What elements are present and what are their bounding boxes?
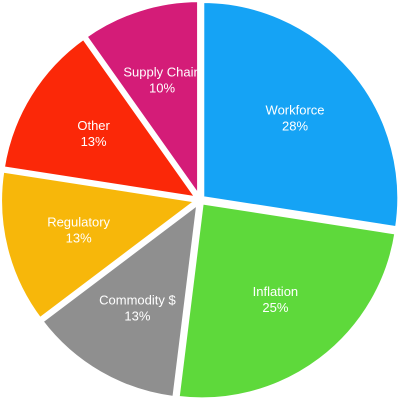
pie-labels: Workforce 28%Inflation 25%Commodity $13%Re… xyxy=(47,65,324,324)
pie-slice-supply-chain xyxy=(83,0,202,200)
pie-label-percent: 28% xyxy=(282,119,308,134)
pie-label-inflation: Inflation 25% xyxy=(253,284,299,315)
pie-label-name: Regulatory xyxy=(47,215,110,230)
pie-label-name: Workforce xyxy=(266,103,325,118)
pie-label-percent: 25% xyxy=(262,300,288,315)
pie-label-name: Other xyxy=(77,118,110,133)
pie-label-percent: 13% xyxy=(81,134,107,149)
pie-slice-workforce xyxy=(200,0,400,231)
pie-label-percent: 13% xyxy=(66,231,92,246)
pie-slice-regulatory xyxy=(0,168,200,322)
pie-label-supply-chain: Supply Chain 10% xyxy=(123,65,200,96)
pie-slice-other xyxy=(0,35,200,201)
pie-label-name: Commodity $ xyxy=(99,292,176,307)
pie-label-other: Other 13% xyxy=(77,118,110,149)
pie-label-name: Inflation xyxy=(253,284,299,299)
pie-label-regulatory: Regulatory 13% xyxy=(47,215,110,246)
pie-label-workforce: Workforce 28% xyxy=(266,103,325,134)
pie-slice-commodity xyxy=(39,200,201,400)
pie-slice-inflation xyxy=(175,200,399,400)
pie-label-percent: 10% xyxy=(149,81,175,96)
pie-label-percent: 13% xyxy=(124,308,150,323)
pie-label-commodity: Commodity $13% xyxy=(99,292,176,323)
pie-label-name: Supply Chain xyxy=(123,65,200,80)
